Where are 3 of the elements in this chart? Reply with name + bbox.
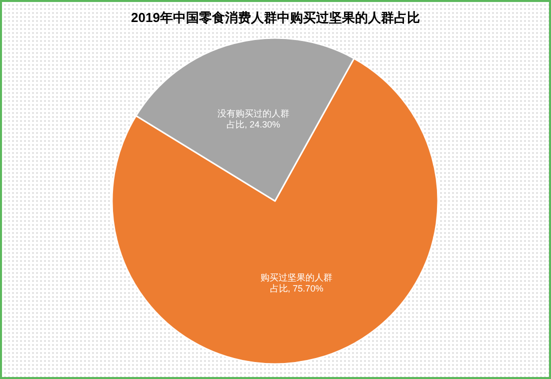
slice-label: 没有购买过的人群占比, 24.30% bbox=[217, 108, 290, 130]
chart-title: 2019年中国零食消费人群中购买过坚果的人群占比 bbox=[131, 10, 420, 25]
slice-label: 购买过坚果的人群占比, 75.70% bbox=[260, 272, 333, 294]
